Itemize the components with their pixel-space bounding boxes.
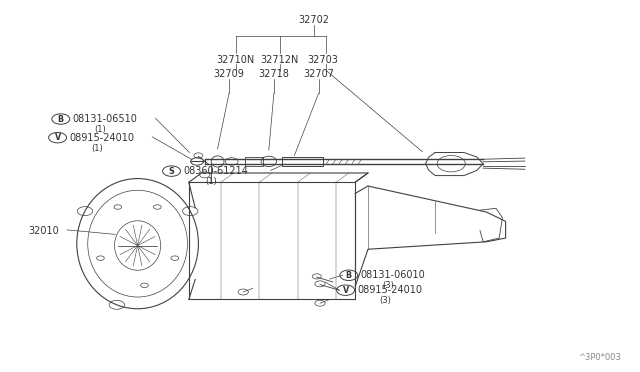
Text: (3): (3) — [383, 281, 394, 290]
Text: ^3P0*003: ^3P0*003 — [578, 353, 621, 362]
Text: S: S — [168, 167, 175, 176]
Text: B: B — [58, 115, 64, 124]
Text: 08915-24010: 08915-24010 — [69, 133, 134, 142]
Text: (3): (3) — [380, 296, 391, 305]
Text: 32709: 32709 — [214, 70, 244, 79]
Text: (1): (1) — [205, 177, 217, 186]
Text: V: V — [54, 133, 61, 142]
Text: 32010: 32010 — [29, 226, 60, 235]
Text: 08131-06010: 08131-06010 — [360, 270, 425, 280]
Text: 08915-24010: 08915-24010 — [357, 285, 422, 295]
Text: 32718: 32718 — [259, 70, 289, 79]
Text: V: V — [342, 286, 349, 295]
Text: (1): (1) — [92, 144, 103, 153]
Text: 32702: 32702 — [298, 16, 329, 25]
Text: 08360-61214: 08360-61214 — [183, 166, 248, 176]
Bar — [245, 157, 263, 166]
Text: 32703: 32703 — [308, 55, 339, 64]
Text: (1): (1) — [95, 125, 106, 134]
Text: 32712N: 32712N — [260, 55, 299, 64]
Text: 32707: 32707 — [303, 70, 334, 79]
Bar — [282, 157, 323, 166]
Text: 32710N: 32710N — [216, 55, 255, 64]
Text: B: B — [346, 271, 352, 280]
Text: 08131-06510: 08131-06510 — [72, 114, 137, 124]
